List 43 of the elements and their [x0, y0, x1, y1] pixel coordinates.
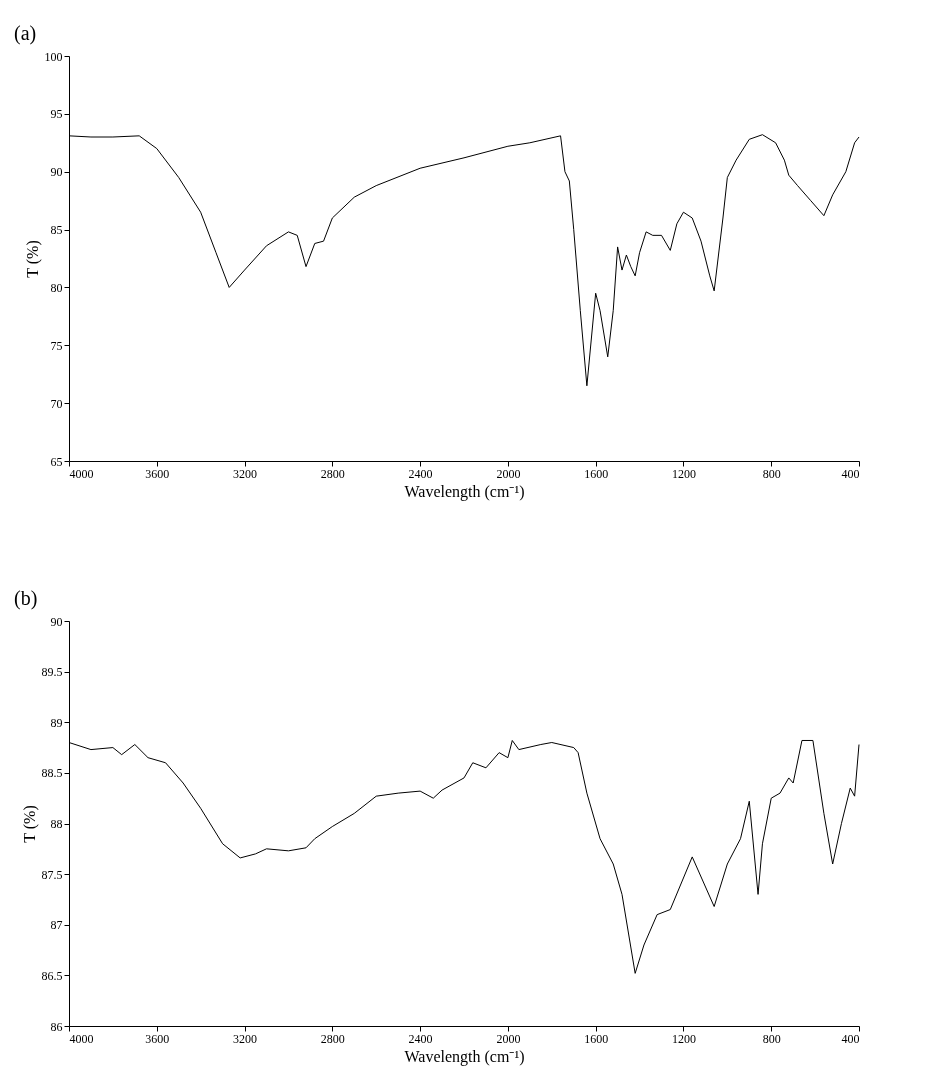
y-tick-label: 80: [50, 280, 63, 295]
y-tick-label: 87: [50, 918, 63, 933]
x-tick-label: 2000: [496, 1031, 521, 1046]
x-tick-label: 2400: [408, 1031, 433, 1046]
x-tick-label: 1600: [584, 1031, 609, 1046]
y-tick-label: 70: [50, 396, 63, 411]
x-tick-label: 3200: [233, 1031, 258, 1046]
x-axis-title: Wavelength (cm⁻¹): [404, 1047, 525, 1066]
y-tick-label: 85: [50, 223, 63, 238]
x-tick-label: 400: [841, 1031, 860, 1046]
x-tick-label: 3600: [145, 466, 170, 481]
x-tick-label: 1200: [671, 1031, 696, 1046]
x-tick-label: 3600: [145, 1031, 170, 1046]
y-axis-title: T (%): [23, 240, 42, 278]
x-tick-label: 4000: [69, 466, 94, 481]
y-tick-label: 86.5: [41, 968, 63, 983]
y-axis-title: T (%): [20, 805, 39, 843]
y-tick-label: 90: [50, 165, 63, 180]
x-tick-label: 2800: [320, 466, 345, 481]
y-tick-label: 87.5: [41, 867, 63, 882]
y-tick-label: 95: [50, 107, 63, 122]
y-tick-label: 65: [50, 454, 63, 469]
y-tick-label: 75: [50, 338, 63, 353]
x-tick-label: 4000: [69, 1031, 94, 1046]
x-tick-label: 400: [841, 466, 860, 481]
chart-title: (a): [14, 22, 37, 45]
y-tick-label: 86: [50, 1019, 63, 1034]
y-tick-label: 88.5: [41, 766, 63, 781]
x-tick-label: 800: [762, 466, 781, 481]
x-axis-title: Wavelength (cm⁻¹): [404, 482, 525, 501]
chart-title: (b): [14, 587, 38, 610]
x-tick-label: 800: [762, 1031, 781, 1046]
x-tick-label: 3200: [233, 466, 258, 481]
x-tick-label: 2400: [408, 466, 433, 481]
y-tick-label: 89.5: [41, 665, 63, 680]
x-tick-label: 2000: [496, 466, 521, 481]
x-tick-label: 1200: [671, 466, 696, 481]
y-tick-label: 88: [50, 817, 63, 831]
x-tick-label: 2800: [320, 1031, 345, 1046]
x-tick-label: 1600: [584, 466, 609, 481]
y-tick-label: 90: [50, 614, 63, 629]
y-tick-label: 100: [44, 49, 63, 64]
y-tick-label: 89: [50, 715, 63, 730]
